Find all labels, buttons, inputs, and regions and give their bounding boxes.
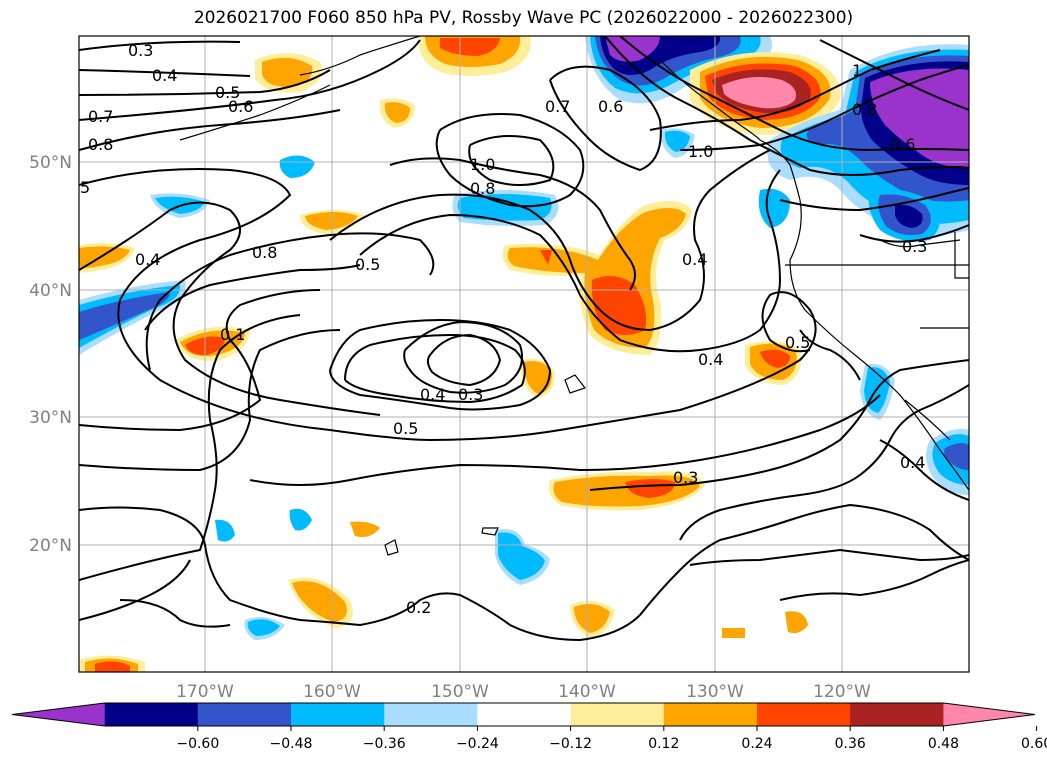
- contour-label: 1.0: [688, 142, 713, 161]
- contour-label: 0.7: [545, 97, 570, 116]
- colorbar-tick-label: 0.24: [741, 736, 772, 752]
- lon-label: 170°W: [176, 682, 234, 702]
- contour-label: 0.8: [852, 100, 877, 119]
- colorbar-segment: [12, 703, 105, 726]
- lon-label: 140°W: [558, 682, 616, 702]
- contour-label: 1.0: [470, 155, 495, 174]
- contour-label: 0.5: [785, 333, 810, 352]
- colorbar-tick-label: −0.60: [176, 736, 219, 752]
- colorbar: −0.60 −0.48 −0.36 −0.24 −0.12 0.12 0.24 0.36 0.4…: [11, 702, 1047, 752]
- contour-label: 0.3: [902, 237, 927, 256]
- contour-label: 0.5: [393, 419, 418, 438]
- contour-label: 0.4: [900, 453, 925, 472]
- contour-label: 0.6: [598, 97, 623, 116]
- contour-label: 0.6: [890, 135, 915, 154]
- colorbar-segment: [477, 703, 572, 726]
- contour-label: 0.4: [135, 250, 160, 269]
- lat-label: 20°N: [29, 536, 72, 556]
- colorbar-segment: [663, 703, 758, 726]
- contour-label: 5: [80, 178, 90, 197]
- contour-label: 0.3: [673, 468, 698, 487]
- latitude-labels: 50°N 40°N 30°N 20°N: [29, 153, 72, 556]
- contour-label: 0.4: [420, 385, 445, 404]
- lat-label: 40°N: [29, 281, 72, 301]
- colorbar-tick-label: 0.36: [835, 736, 866, 752]
- colorbar-segment: [757, 703, 851, 726]
- contour-label: 0.4: [698, 350, 723, 369]
- colorbar-outline: [11, 702, 1036, 727]
- contour-label: 0.7: [88, 107, 113, 126]
- lon-label: 150°W: [431, 682, 489, 702]
- colorbar-segment: [291, 703, 385, 726]
- lon-label: 160°W: [303, 682, 361, 702]
- colorbar-segment: [104, 703, 199, 726]
- contour-label: 0.3: [128, 41, 153, 60]
- colorbar-tick-label: −0.48: [270, 736, 313, 752]
- pv-contours: [79, 36, 969, 642]
- contour-label: 0.4: [152, 66, 177, 85]
- colorbar-segment: [570, 703, 665, 726]
- contour-label: 0.5: [355, 255, 380, 274]
- contour-label: 0.1: [220, 325, 245, 344]
- lat-label: 50°N: [29, 153, 72, 173]
- pv-anomaly-shading: [79, 36, 969, 672]
- map-frame: [78, 35, 970, 673]
- lon-label: 120°W: [813, 682, 871, 702]
- contour-label: 0.4: [682, 250, 707, 269]
- contour-label: 0.8: [252, 243, 277, 262]
- colorbar-tick-label: 0.12: [648, 736, 679, 752]
- contour-label: 0.3: [458, 385, 483, 404]
- lon-label: 130°W: [686, 682, 744, 702]
- colorbar-tick-label: 0.60: [1021, 736, 1047, 752]
- lat-label: 30°N: [29, 408, 72, 428]
- colorbar-segment: [197, 703, 292, 726]
- contour-labels: 0.3 0.4 0.5 0.6 0.7 0.8 5 0.4 0.8 0.1 0.…: [80, 41, 927, 617]
- colorbar-segment: [943, 703, 1035, 726]
- map-area: 0.3 0.4 0.5 0.6 0.7 0.8 5 0.4 0.8 0.1 0.…: [79, 36, 969, 672]
- colorbar-tick-label: 0.48: [928, 736, 959, 752]
- contour-label: 0.8: [470, 179, 495, 198]
- contour-label: 0.6: [228, 97, 253, 116]
- colorbar-tick-label: −0.36: [363, 736, 406, 752]
- colorbar-tick-label: −0.12: [549, 736, 592, 752]
- graticule: [79, 36, 969, 672]
- colorbar-segment: [850, 703, 944, 726]
- contour-label: 0.5: [215, 83, 240, 102]
- coastlines: [179, 36, 969, 556]
- longitude-labels: 170°W 160°W 150°W 140°W 130°W 120°W: [176, 682, 871, 702]
- contour-label: 1: [852, 61, 862, 80]
- colorbar-tick-label: −0.24: [456, 736, 499, 752]
- contour-label: 0.2: [406, 598, 431, 617]
- map-title: 2026021700 F060 850 hPa PV, Rossby Wave …: [193, 8, 854, 28]
- contour-label: 0.8: [88, 135, 113, 154]
- colorbar-segment: [384, 703, 478, 726]
